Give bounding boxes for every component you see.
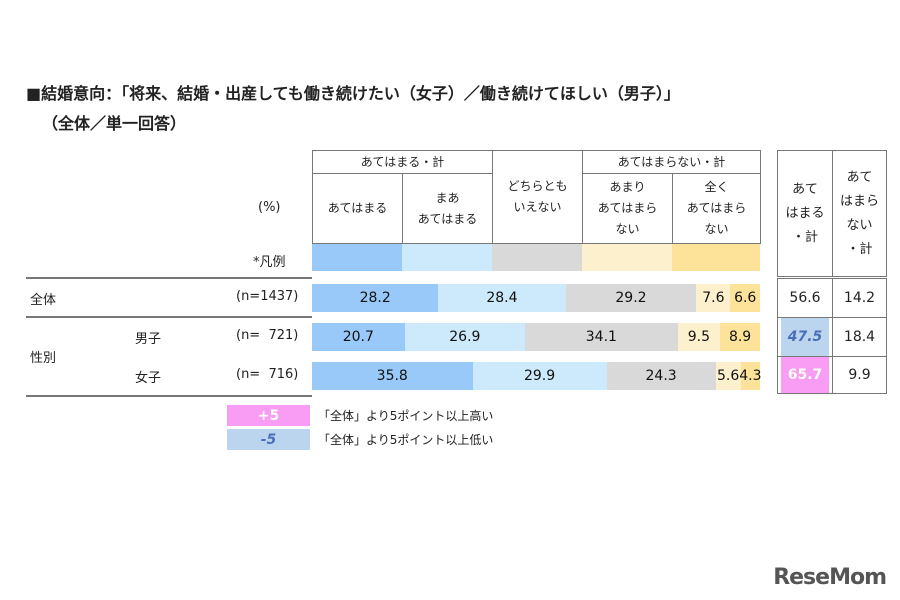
bar-segment: 4.3	[739, 362, 761, 390]
legend-swatch-somewhat-agree	[402, 244, 492, 271]
total-cell-agree: 56.6	[777, 278, 833, 318]
total-cell-agree: 65.7	[777, 356, 833, 394]
row-label-female: 女子	[135, 371, 162, 386]
legend-swatch-somewhat-disagree	[582, 244, 672, 271]
total-cell-disagree: 9.9	[832, 356, 887, 394]
bar-segment: 35.8	[312, 362, 473, 390]
bar-segment: 6.6	[730, 284, 760, 312]
row-n-male: (n= 721)	[236, 328, 299, 343]
bar-segment: 29.2	[565, 284, 697, 312]
header-neutral: どちらとも いえない	[492, 150, 583, 244]
total-cell-disagree: 18.4	[832, 317, 887, 357]
group-header-disagree: あてはまらない・計	[582, 150, 761, 174]
bar-segment: 26.9	[404, 323, 526, 351]
bar-segment: 29.9	[472, 362, 607, 390]
divider	[26, 395, 312, 397]
key-badge-low: -5	[227, 429, 310, 450]
bar-segment: 28.2	[312, 284, 439, 312]
header-somewhat-agree: まあ あてはまる	[402, 173, 493, 244]
row-n-female: (n= 716)	[236, 367, 299, 382]
chart-title: ■結婚意向：「将来、結婚・出産しても働き続けたい（女子）／働き続けてほしい（男子…	[26, 84, 680, 103]
unit-label: (%)	[258, 200, 281, 215]
header-agree: あてはまる	[312, 173, 403, 244]
bar-segment: 20.7	[312, 323, 405, 351]
bar-segment: 28.4	[438, 284, 566, 312]
row-n-total: (n=1437)	[236, 289, 299, 304]
total-cell-disagree: 14.2	[832, 278, 887, 318]
divider	[26, 316, 312, 318]
bar-segment: 5.6	[715, 362, 741, 390]
legend-label: *凡例	[253, 255, 286, 270]
header-somewhat-disagree: あまり あてはまら ない	[582, 173, 673, 244]
legend-swatch-disagree	[672, 244, 760, 271]
key-text-low: 「全体」より5ポイント以上低い	[318, 433, 494, 447]
header-disagree: 全く あてはまら ない	[672, 173, 761, 244]
row-group-total: 全体	[30, 293, 57, 308]
row-group-gender: 性別	[30, 351, 57, 366]
bar-segment: 7.6	[696, 284, 731, 312]
bar-segment: 34.1	[525, 323, 678, 351]
divider	[26, 277, 312, 279]
bar-segment: 9.5	[677, 323, 721, 351]
logo: ReseMom	[773, 565, 887, 590]
chart-subtitle: （全体／単一回答）	[42, 114, 187, 133]
totals-header-disagree: あて はまら ない ・計	[832, 150, 887, 277]
totals-header-agree: あて はまる ・計	[777, 150, 833, 277]
group-header-agree: あてはまる・計	[312, 150, 493, 174]
legend-swatch-neutral	[492, 244, 582, 271]
key-text-high: 「全体」より5ポイント以上高い	[318, 409, 494, 423]
key-badge-high: +5	[227, 405, 310, 426]
total-cell-agree: 47.5	[777, 317, 833, 357]
bar-segment: 8.9	[720, 323, 760, 351]
legend-swatch-agree	[312, 244, 402, 271]
bar-segment: 24.3	[606, 362, 716, 390]
row-label-male: 男子	[135, 332, 162, 347]
